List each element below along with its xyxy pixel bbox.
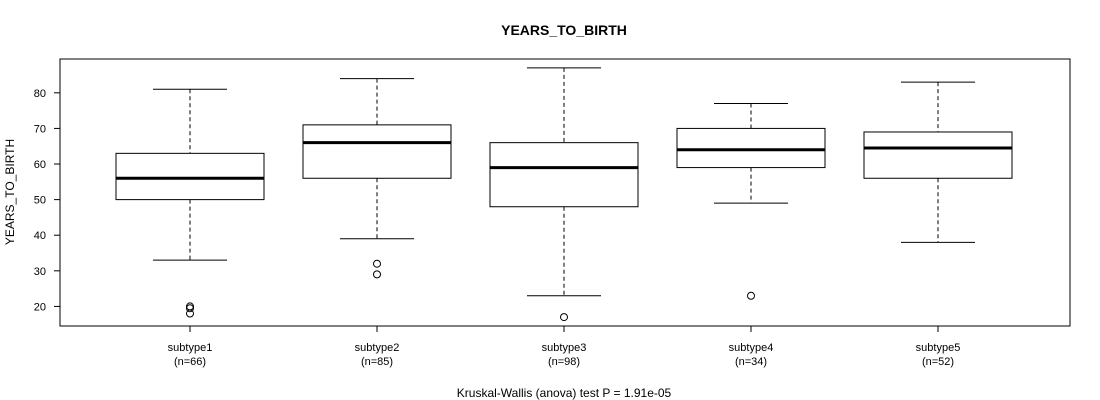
box-subtype4 — [676, 103, 826, 300]
iqr-box — [489, 142, 639, 208]
y-axis: 20 30 40 50 60 70 80 — [34, 88, 61, 313]
y-tick-label: 40 — [34, 230, 46, 242]
box-group — [115, 67, 1013, 322]
y-tick-label: 60 — [34, 159, 46, 171]
x-tick-label-subtype5: subtype5 — [916, 342, 961, 354]
x-tick-label-subtype1: subtype1 — [168, 342, 213, 354]
x-tick-count-subtype3: (n=98) — [548, 356, 580, 368]
outlier-point — [373, 259, 381, 268]
outlier-point — [186, 309, 194, 318]
box-subtype2 — [302, 78, 452, 279]
outlier-point — [560, 313, 568, 322]
box-subtype3 — [489, 67, 639, 322]
outlier-point — [747, 291, 755, 300]
y-tick-label: 30 — [34, 266, 46, 278]
x-tick-count-subtype2: (n=85) — [361, 356, 393, 368]
y-tick-label: 50 — [34, 195, 46, 207]
outlier-point — [373, 270, 381, 279]
iqr-box — [676, 127, 826, 169]
iqr-box — [302, 124, 452, 179]
x-tick-count-subtype1: (n=66) — [174, 356, 206, 368]
x-tick-label-subtype2: subtype2 — [355, 342, 400, 354]
box-subtype1 — [115, 88, 265, 318]
y-tick-label: 80 — [34, 88, 46, 100]
y-tick-label: 70 — [34, 123, 46, 135]
x-axis-labels: subtype1 (n=66) subtype2 (n=85) subtype3 (n=9… — [168, 325, 961, 368]
y-axis-label: YEARS_TO_BIRTH — [3, 139, 17, 245]
x-tick-label-subtype4: subtype4 — [729, 342, 774, 354]
x-tick-label-subtype3: subtype3 — [542, 342, 587, 354]
y-tick-label: 20 — [34, 301, 46, 313]
iqr-box — [863, 131, 1013, 179]
x-tick-count-subtype5: (n=52) — [922, 356, 954, 368]
x-axis-label: Kruskal-Wallis (anova) test P = 1.91e-05 — [457, 386, 672, 400]
box-subtype5 — [863, 81, 1013, 243]
outlier-point — [186, 304, 194, 313]
iqr-box — [115, 152, 265, 201]
chart-title: YEARS_TO_BIRTH — [501, 22, 627, 38]
x-tick-count-subtype4: (n=34) — [735, 356, 767, 368]
